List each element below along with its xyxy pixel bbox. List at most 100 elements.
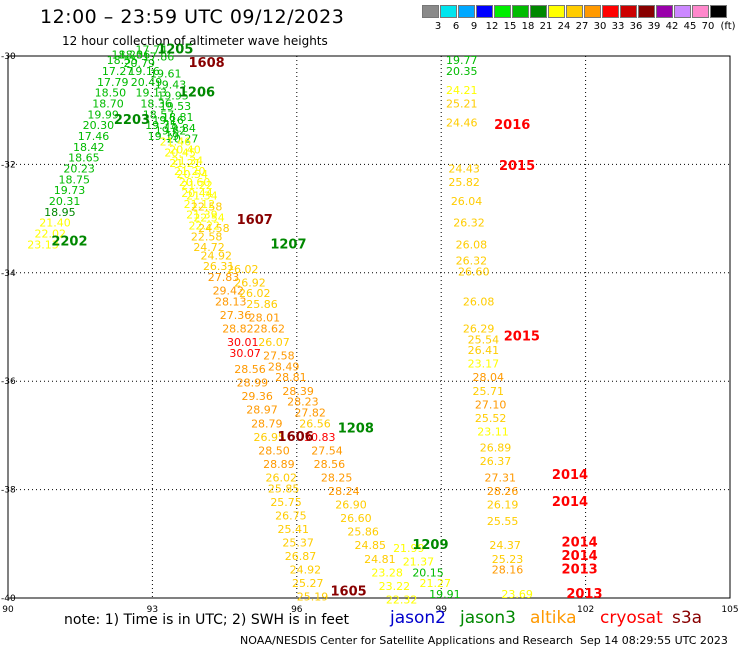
legend-label: 9 — [470, 21, 478, 32]
wave-height-value: 28.49 — [268, 360, 300, 373]
satellite-jason3: jason3 — [460, 608, 516, 628]
wave-height-value: 30.07 — [229, 347, 261, 360]
page-subtitle: 12 hour collection of altimeter wave hei… — [62, 34, 328, 48]
wave-height-value: 25.86 — [246, 298, 278, 311]
latitude-tick-label: -40 — [1, 594, 16, 604]
wave-height-value: 19.95 — [157, 89, 189, 102]
legend-label: 27 — [575, 21, 589, 32]
wave-height-value: 19.91 — [429, 588, 461, 601]
wave-height-value: 19.43 — [155, 79, 187, 92]
wave-height-value: 28.23 — [287, 396, 319, 409]
wave-height-value: 19.73 — [54, 184, 86, 197]
wave-height-value: 28.24 — [328, 485, 360, 498]
wave-height-value: 26.29 — [463, 322, 495, 335]
wave-height-value: 25.52 — [475, 412, 507, 425]
credit-text: NOAA/NESDIS Center for Satellite Applica… — [240, 634, 574, 647]
wave-height-value: 23.28 — [371, 566, 403, 579]
legend-label: 24 — [557, 21, 571, 32]
legend-swatch — [422, 5, 439, 18]
legend-swatch — [440, 5, 457, 18]
wave-height-value: 24.58 — [198, 222, 230, 235]
wave-height-value: 19.19 — [148, 130, 180, 143]
wave-height-value: 20.54 — [176, 168, 208, 181]
footer-note: note: 1) Time is in UTC; 2) SWH is in fe… — [64, 612, 350, 628]
track-time-label: 2016 — [494, 118, 530, 133]
longitude-tick-label: 90 — [2, 605, 14, 615]
wave-height-value: 18.36 — [140, 97, 172, 110]
wave-height-value: 27.36 — [220, 309, 252, 322]
track-time-label: 1606 — [278, 430, 314, 445]
wave-height-value: 20.45 — [164, 146, 196, 159]
wave-height-value: 23.17 — [468, 358, 500, 371]
wave-height-value: 20.44 — [181, 187, 213, 200]
wave-height-value: 19.77 — [446, 54, 478, 67]
wave-height-value: 28.97 — [246, 404, 278, 417]
wave-height-value: 26.19 — [487, 499, 518, 512]
wave-height-value: 28.56 — [314, 458, 346, 471]
track-time-label: 2014 — [552, 468, 588, 483]
wave-height-value: 28.82 — [222, 322, 254, 335]
longitude-tick-label: 93 — [147, 605, 158, 615]
wave-height-value: 20.40 — [169, 144, 201, 157]
wave-height-value: 28.04 — [472, 371, 504, 384]
wave-height-value: 27.82 — [294, 406, 326, 419]
wave-height-value: 24.81 — [364, 553, 396, 566]
wave-height-value: 28.26 — [487, 485, 518, 498]
track-time-label: 1608 — [189, 56, 225, 71]
wave-height-value: 21.46 — [160, 135, 192, 148]
legend-swatch — [638, 5, 655, 18]
wave-height-value: 27.83 — [208, 271, 240, 284]
wave-height-value: 26.60 — [458, 266, 490, 279]
wave-height-value: 25.75 — [270, 496, 302, 509]
track-time-label: 2015 — [504, 330, 540, 345]
wave-height-value: 21.39 — [186, 209, 218, 222]
track-time-label: 2015 — [499, 159, 535, 174]
wave-height-value: 29.42 — [213, 284, 245, 297]
wave-height-value: 25.27 — [292, 577, 324, 590]
legend-label: 36 — [629, 21, 643, 32]
wave-height-value: 18.95 — [44, 206, 76, 219]
wave-height-value: 17.74 — [136, 43, 168, 56]
wave-height-value: 28.81 — [275, 371, 307, 384]
legend-swatch — [656, 5, 673, 18]
wave-height-value: 27.54 — [311, 444, 343, 457]
satellite-altika: altika — [530, 608, 577, 628]
wave-height-value: 21.34 — [172, 154, 204, 167]
legend-swatch — [458, 5, 475, 18]
wave-height-value: 28.50 — [258, 444, 290, 457]
satellite-s3a: s3a — [672, 608, 703, 628]
wave-height-value: 25.55 — [487, 515, 518, 528]
wave-height-value: 24.72 — [193, 241, 225, 254]
wave-height-value: 27.58 — [263, 350, 295, 363]
wave-height-value: 26.02 — [227, 263, 258, 276]
wave-height-value: 20.23 — [63, 163, 95, 176]
wave-height-value: 20.35 — [446, 65, 478, 78]
track-time-label: 1207 — [270, 237, 306, 252]
wave-height-value: 26.07 — [258, 336, 290, 349]
wave-height-value: 26.75 — [275, 509, 307, 522]
wave-height-value: 25.41 — [278, 523, 310, 536]
wave-height-value: 18.55 — [107, 54, 139, 67]
track-time-label: 2014 — [562, 536, 598, 551]
track-time-label: 1206 — [179, 86, 215, 101]
wave-height-value: 21.37 — [403, 555, 435, 568]
wave-height-value: 26.89 — [480, 442, 512, 455]
legend-swatch — [548, 5, 565, 18]
wave-height-value: 25.86 — [347, 526, 379, 539]
wave-height-value: 24.46 — [446, 116, 478, 129]
wave-height-value: 26.92 — [234, 276, 266, 289]
wave-height-value: 23.69 — [501, 588, 533, 601]
legend-swatch — [530, 5, 547, 18]
legend-swatch — [512, 5, 529, 18]
wave-height-value: 17.27 — [102, 65, 134, 78]
wave-height-value: 24.92 — [201, 249, 233, 262]
track-time-label: 1605 — [330, 584, 366, 599]
wave-height-value: 19.13 — [136, 87, 168, 100]
track-time-label: 2013 — [562, 563, 598, 578]
wave-height-value: 21.20 — [174, 165, 206, 178]
longitude-tick-label: 105 — [721, 605, 738, 615]
wave-height-value: 22.02 — [34, 228, 65, 241]
legend-label: 21 — [539, 21, 553, 32]
latitude-tick-label: -36 — [1, 377, 16, 387]
wave-height-value: 21.34 — [186, 190, 218, 203]
